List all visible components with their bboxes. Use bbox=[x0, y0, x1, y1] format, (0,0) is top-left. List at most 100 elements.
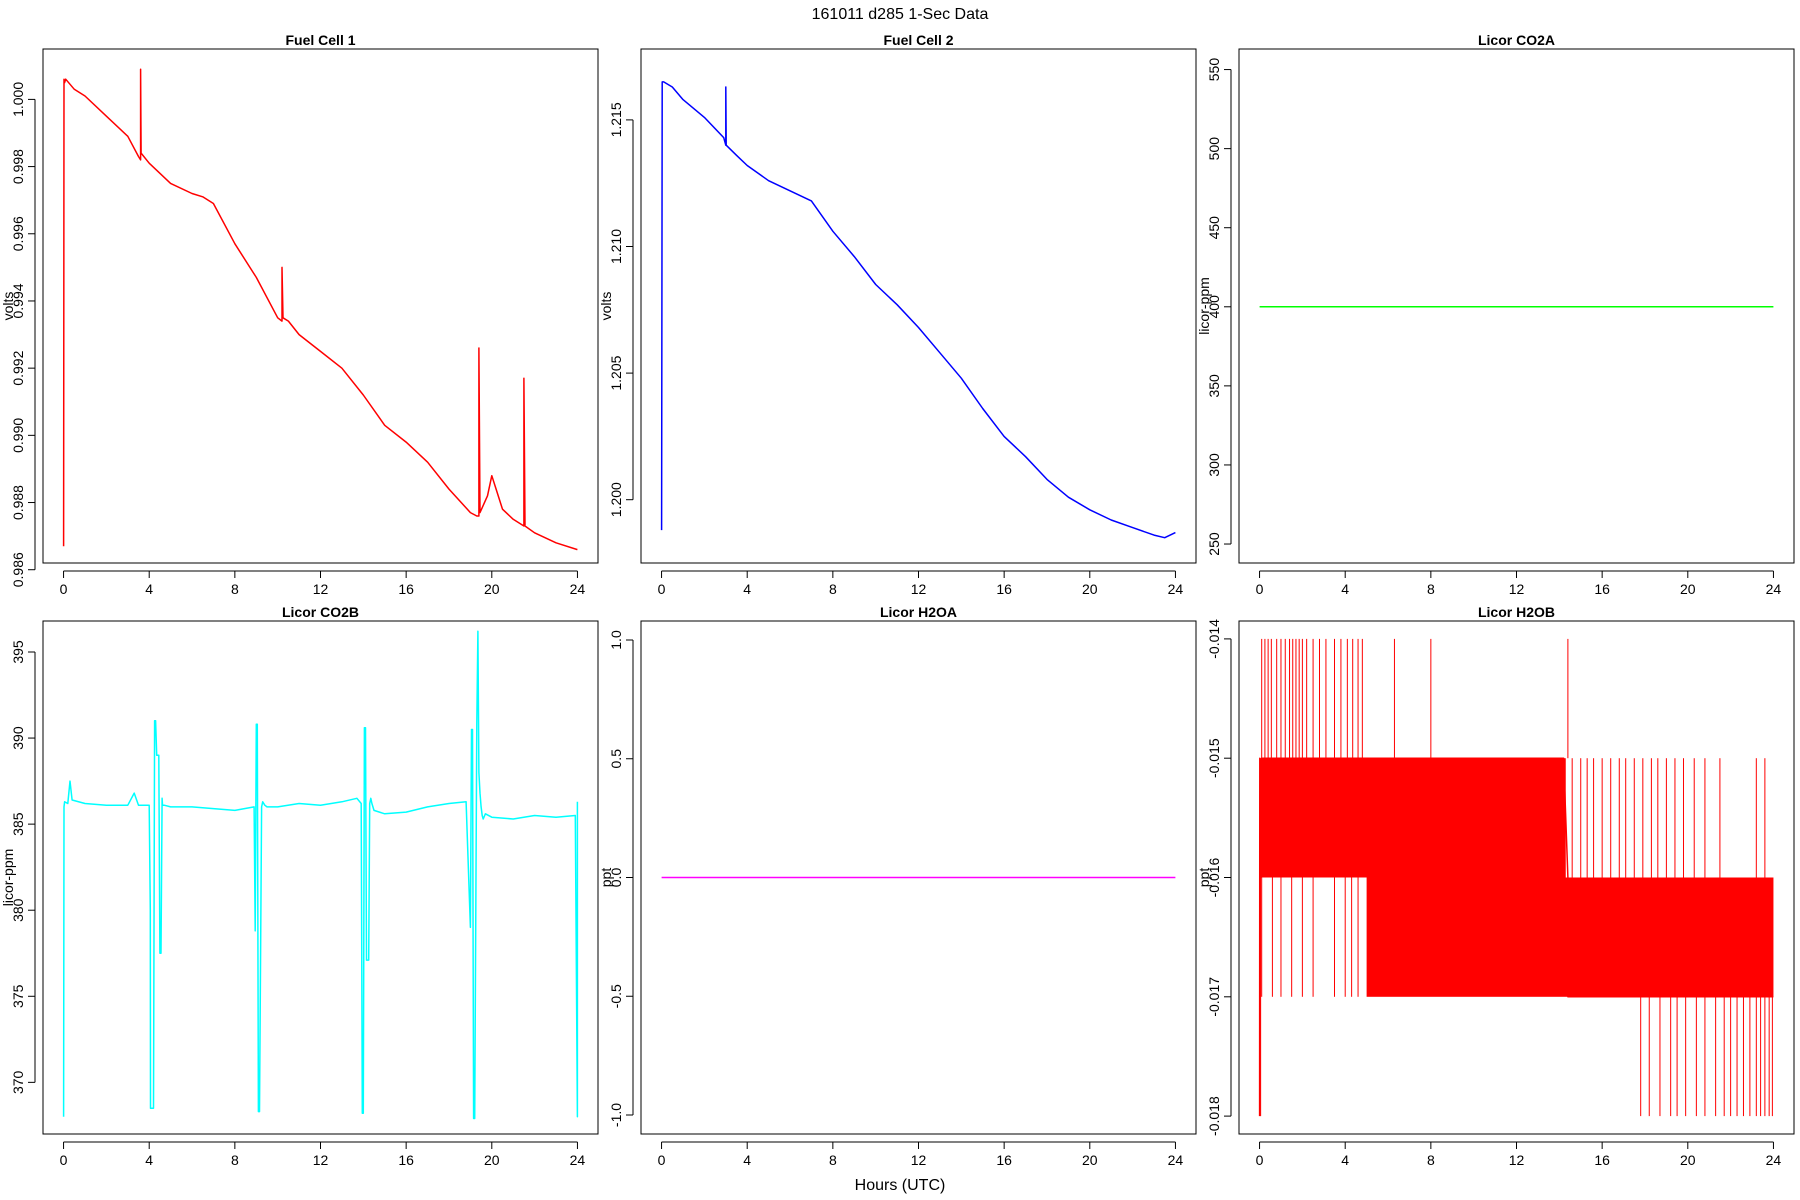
y-tick-label: 0.994 bbox=[10, 283, 26, 318]
panel-title: Licor H2OB bbox=[1478, 604, 1555, 620]
panel-title: Fuel Cell 1 bbox=[285, 32, 355, 48]
panel-title: Licor CO2A bbox=[1478, 32, 1555, 48]
y-axis-label: volts bbox=[598, 292, 614, 321]
x-tick-label: 8 bbox=[231, 581, 239, 597]
x-tick-label: 20 bbox=[1680, 1152, 1696, 1168]
x-tick-label: 16 bbox=[996, 1152, 1012, 1168]
x-tick-label: 12 bbox=[911, 1152, 927, 1168]
y-tick-label: 395 bbox=[10, 640, 26, 664]
y-tick-label: -1.0 bbox=[608, 1103, 624, 1127]
y-tick-label: 1.210 bbox=[608, 229, 624, 264]
y-tick-label: 385 bbox=[10, 812, 26, 836]
panel-title: Fuel Cell 2 bbox=[883, 32, 953, 48]
series-line bbox=[62, 630, 579, 1120]
x-tick-label: 20 bbox=[1082, 1152, 1098, 1168]
x-tick-label: 4 bbox=[743, 1152, 751, 1168]
y-tick-label: 370 bbox=[10, 1070, 26, 1094]
x-tick-label: 12 bbox=[1509, 1152, 1525, 1168]
x-tick-label: 12 bbox=[1509, 581, 1525, 597]
series-line bbox=[660, 81, 1176, 539]
y-tick-label: 1.0 bbox=[608, 630, 624, 650]
panel-5: Licor H2OA 0 4 8 12 16 20 24 -1.0 -0.5 0.0 0.5 1.0 pp… bbox=[598, 604, 1197, 1168]
y-tick-label: -0.014 bbox=[1206, 619, 1222, 659]
panel-6: Licor H2OB 0 4 8 12 16 20 24 -0.018 -0.017 -0.016 -… bbox=[1196, 604, 1795, 1168]
data-band bbox=[1260, 758, 1566, 878]
x-tick-label: 4 bbox=[145, 581, 153, 597]
y-tick-label: 1.205 bbox=[608, 355, 624, 390]
x-tick-label: 0 bbox=[60, 1152, 68, 1168]
y-tick-label: 1.215 bbox=[608, 102, 624, 137]
x-tick-label: 16 bbox=[398, 1152, 414, 1168]
x-tick-label: 0 bbox=[658, 1152, 666, 1168]
y-tick-label: 1.000 bbox=[10, 82, 26, 117]
x-tick-label: 4 bbox=[1341, 581, 1349, 597]
plot-frame bbox=[640, 48, 1197, 564]
data-band bbox=[1366, 877, 1774, 997]
panel-title: Licor H2OA bbox=[880, 604, 957, 620]
series-line bbox=[1258, 757, 1774, 1117]
panels: Fuel Cell 1 0 4 8 12 16 20 24 0.986 0.988 0.990 0.9… bbox=[0, 32, 1795, 1168]
panel-title: Licor CO2B bbox=[282, 604, 359, 620]
plot-frame bbox=[1238, 620, 1795, 1135]
plot-frame bbox=[1238, 48, 1795, 564]
figure-title: 161011 d285 1-Sec Data bbox=[812, 6, 989, 23]
y-tick-label: 0.990 bbox=[10, 418, 26, 453]
y-tick-label: 0.5 bbox=[608, 749, 624, 769]
x-tick-label: 24 bbox=[570, 581, 586, 597]
x-axis-label: Hours (UTC) bbox=[855, 1177, 946, 1194]
x-tick-label: 0 bbox=[1256, 581, 1264, 597]
y-tick-label: -0.015 bbox=[1206, 738, 1222, 778]
y-tick-label: 300 bbox=[1206, 453, 1222, 477]
x-tick-label: 12 bbox=[313, 581, 329, 597]
y-tick-label: 0.986 bbox=[10, 552, 26, 587]
x-tick-label: 4 bbox=[743, 581, 751, 597]
y-tick-label: 380 bbox=[10, 898, 26, 922]
x-tick-label: 12 bbox=[313, 1152, 329, 1168]
x-tick-label: 8 bbox=[1427, 581, 1435, 597]
y-tick-label: 0.988 bbox=[10, 485, 26, 520]
x-tick-label: 24 bbox=[1168, 581, 1184, 597]
y-axis-label: volts bbox=[0, 292, 16, 321]
y-tick-label: 375 bbox=[10, 984, 26, 1008]
x-tick-label: 0 bbox=[1256, 1152, 1264, 1168]
y-tick-label: 500 bbox=[1206, 137, 1222, 161]
plot-frame bbox=[42, 620, 599, 1135]
y-axis-label: licor-ppm bbox=[0, 849, 16, 907]
x-tick-label: 8 bbox=[829, 581, 837, 597]
x-tick-label: 8 bbox=[231, 1152, 239, 1168]
x-tick-label: 0 bbox=[658, 581, 666, 597]
y-axis-label: ppt bbox=[598, 868, 614, 888]
x-tick-label: 16 bbox=[1594, 1152, 1610, 1168]
y-tick-label: -0.017 bbox=[1206, 977, 1222, 1017]
x-tick-label: 8 bbox=[1427, 1152, 1435, 1168]
plot-frame bbox=[42, 48, 599, 564]
x-tick-label: 16 bbox=[996, 581, 1012, 597]
y-tick-label: 550 bbox=[1206, 58, 1222, 82]
x-tick-label: 16 bbox=[1594, 581, 1610, 597]
y-tick-label: 0.996 bbox=[10, 216, 26, 251]
y-tick-label: 450 bbox=[1206, 216, 1222, 240]
y-axis-label: licor-ppm bbox=[1196, 277, 1212, 335]
y-tick-label: 350 bbox=[1206, 374, 1222, 398]
x-tick-label: 24 bbox=[570, 1152, 586, 1168]
y-tick-label: -0.016 bbox=[1206, 857, 1222, 897]
x-tick-label: 20 bbox=[1680, 581, 1696, 597]
y-tick-label: 400 bbox=[1206, 295, 1222, 319]
x-tick-label: 0 bbox=[60, 581, 68, 597]
x-tick-label: 4 bbox=[145, 1152, 153, 1168]
x-tick-label: 8 bbox=[829, 1152, 837, 1168]
x-tick-label: 16 bbox=[398, 581, 414, 597]
x-tick-label: 12 bbox=[911, 581, 927, 597]
y-axis-label: ppt bbox=[1196, 868, 1212, 888]
x-tick-label: 20 bbox=[484, 1152, 500, 1168]
series-line bbox=[62, 68, 578, 551]
x-tick-label: 24 bbox=[1766, 581, 1782, 597]
x-tick-label: 24 bbox=[1168, 1152, 1184, 1168]
y-tick-label: -0.018 bbox=[1206, 1096, 1222, 1136]
panel-4: Licor CO2B 0 4 8 12 16 20 24 370 375 380 385 390 395 l… bbox=[0, 604, 599, 1168]
panel-2: Fuel Cell 2 0 4 8 12 16 20 24 1.200 1.205 1.210 1.2… bbox=[598, 32, 1197, 597]
panel-3: Licor CO2A 0 4 8 12 16 20 24 250 300 350 400 450 500 5… bbox=[1196, 32, 1795, 597]
y-tick-label: 250 bbox=[1206, 532, 1222, 556]
x-tick-label: 20 bbox=[1082, 581, 1098, 597]
